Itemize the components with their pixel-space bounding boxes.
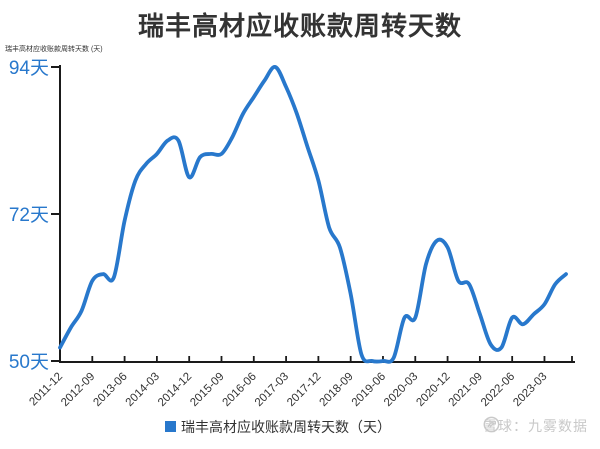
x-tick-label: 2023-03: [511, 371, 549, 409]
snowball-logo-icon: [483, 416, 500, 433]
y-tick-label: 94天: [9, 58, 49, 79]
x-tick-label: 2016-06: [221, 371, 259, 409]
legend-label: 瑞丰高材应收账款周转天数（天）: [181, 419, 391, 435]
x-tick-label: 2017-12: [285, 371, 323, 409]
watermark-text: 雪球：九雾数据: [483, 418, 588, 434]
x-tick-label: 2012-09: [59, 371, 97, 409]
x-tick-label: 2017-03: [253, 371, 291, 409]
y-tick-label: 72天: [9, 205, 49, 226]
legend: 瑞丰高材应收账款周转天数（天）: [165, 417, 391, 437]
y-axis-unit-label: 瑞丰高材应收账款周转天数 (天): [5, 46, 103, 53]
x-tick-label: 2015-09: [188, 371, 226, 409]
x-tick-label: 2014-12: [156, 371, 194, 409]
x-tick-label: 2020-12: [414, 371, 452, 409]
watermark: 雪球：九雾数据: [483, 416, 588, 436]
x-tick-label: 2020-03: [382, 371, 420, 409]
x-tick-label: 2019-06: [350, 371, 388, 409]
y-tick-label: 50天: [9, 352, 49, 373]
x-tick-label: 2021-09: [447, 371, 485, 409]
legend-marker-icon: [165, 421, 176, 432]
x-tick-label: 2018-09: [317, 371, 355, 409]
series-line: [58, 65, 568, 364]
x-tick-label: 2014-03: [124, 371, 162, 409]
x-tick-label: 2022-06: [479, 371, 517, 409]
chart-title: 瑞丰高材应收账款周转天数: [137, 11, 462, 41]
x-tick-label: 2013-06: [91, 371, 129, 409]
x-tick-label: 2011-12: [27, 371, 65, 409]
